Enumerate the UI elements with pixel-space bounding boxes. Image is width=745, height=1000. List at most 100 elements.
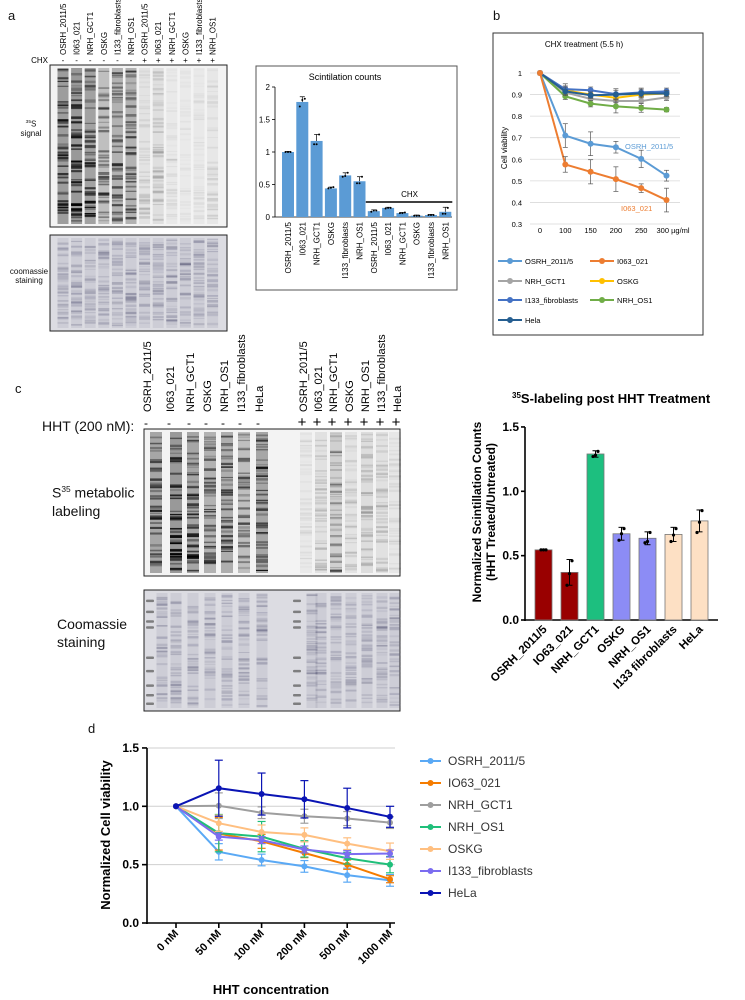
gel-band — [152, 275, 164, 278]
gel-band — [166, 199, 178, 201]
gel-band — [345, 643, 357, 646]
gel-band — [84, 215, 96, 218]
gel-band — [221, 502, 233, 504]
gel-band — [84, 300, 96, 302]
gel-band — [150, 485, 162, 487]
gel-band — [57, 312, 69, 314]
legend-label: HeLa — [448, 886, 477, 900]
gel-band — [345, 666, 357, 669]
series-line — [175, 805, 391, 882]
gel-band — [204, 477, 216, 480]
category-label: OSKG — [327, 222, 336, 245]
gel-band — [345, 513, 357, 517]
gel-band — [345, 626, 357, 628]
gel-band — [166, 248, 178, 250]
gel-band — [361, 661, 373, 664]
gel-band — [204, 482, 216, 484]
gel-band — [179, 322, 191, 324]
data-point — [387, 861, 393, 868]
data-point — [301, 99, 304, 101]
gel-band — [238, 566, 250, 570]
data-point — [258, 837, 265, 844]
lane-label: OSRH_2011/5 — [298, 341, 310, 412]
gel-band — [57, 153, 69, 157]
gel-band — [152, 265, 164, 268]
gel-band — [57, 151, 69, 154]
gel-band — [187, 666, 199, 669]
gel-band — [376, 472, 388, 474]
gel-band — [207, 166, 219, 169]
gel-band — [389, 549, 401, 550]
gel-band — [300, 450, 312, 452]
gel-band — [221, 493, 233, 496]
gel-band — [111, 272, 123, 275]
gel-band — [71, 304, 83, 306]
gel-band — [345, 681, 357, 685]
gel-band — [166, 297, 178, 301]
gel-band — [71, 106, 83, 110]
gel-band — [179, 271, 191, 273]
gel-lane — [125, 238, 137, 328]
gel-band — [221, 640, 233, 644]
gel-band — [170, 625, 182, 627]
gel-band — [139, 270, 151, 272]
gel-band — [238, 693, 250, 696]
gel-band — [376, 504, 388, 508]
gel-band — [389, 482, 401, 486]
gel-band — [152, 266, 164, 269]
gel-band — [166, 128, 177, 130]
gel-band — [139, 288, 151, 290]
gel-band — [194, 97, 205, 98]
gel-band — [376, 667, 388, 670]
gel-band — [256, 543, 268, 545]
gel-band — [84, 252, 96, 254]
gel-band — [193, 288, 205, 291]
gel-band — [187, 480, 199, 484]
gel-band — [345, 616, 357, 619]
gel-band — [330, 569, 342, 573]
gel-band — [221, 521, 233, 523]
gel-band — [376, 600, 388, 603]
treatment-sign: + — [210, 56, 215, 65]
legend-marker — [507, 258, 513, 264]
gel-band — [84, 80, 96, 84]
gel-band — [111, 186, 123, 188]
gel-band — [170, 634, 182, 637]
gel-band — [84, 246, 96, 249]
data-point — [432, 214, 435, 217]
lane-label: NRH_OS1 — [360, 360, 372, 412]
gel-band — [345, 460, 357, 463]
gel-band — [193, 303, 205, 305]
gel-band — [139, 207, 151, 210]
gel-band — [139, 282, 151, 285]
gel-band — [315, 565, 327, 568]
gel-band — [256, 631, 268, 634]
gel-band — [150, 553, 162, 556]
gel-band — [179, 264, 191, 267]
gel-band — [238, 522, 250, 525]
gel-band — [306, 641, 318, 643]
gel-band — [194, 169, 205, 170]
gel-band — [84, 191, 96, 192]
gel-band — [330, 619, 342, 622]
gel-band — [187, 663, 199, 665]
gel-band — [152, 93, 164, 95]
gel-band — [221, 704, 233, 706]
gel-band — [207, 209, 219, 211]
gel-band — [315, 567, 327, 568]
gel-band — [166, 213, 178, 215]
gel-band — [315, 440, 327, 442]
legend-label: I063_021 — [617, 257, 648, 266]
gel-band — [238, 672, 250, 673]
gel-band — [207, 80, 218, 82]
gel-band — [111, 176, 123, 178]
title-superscript: 35 — [512, 391, 521, 400]
gel-band — [84, 164, 96, 166]
gel-band — [256, 628, 268, 631]
gel-band — [256, 502, 268, 504]
gel-band — [345, 459, 357, 463]
gel-band — [139, 212, 151, 215]
gel-band — [256, 465, 268, 469]
gel-band — [156, 596, 168, 599]
gel-band — [166, 275, 178, 278]
